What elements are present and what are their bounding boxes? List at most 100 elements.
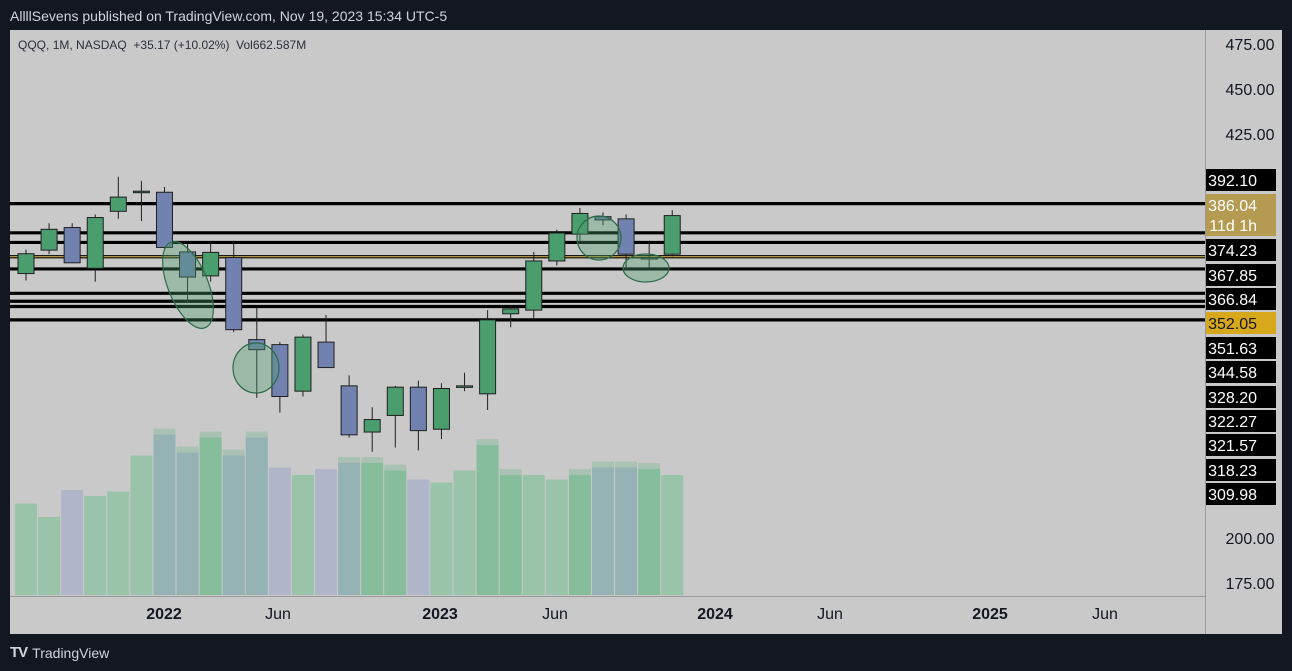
price-label-box [1206,361,1276,383]
candle[interactable] [479,319,497,395]
candle[interactable] [502,308,520,315]
candle[interactable] [63,227,81,264]
symbol-name[interactable]: QQQ [18,38,47,52]
price-label-box [1206,264,1276,286]
price-label: 344.58 [1208,365,1257,382]
volume-bar [291,475,314,595]
time-axis[interactable]: 2022 Jun 2023 Jun 2024 Jun 2025 Jun [146,606,1118,623]
price-label-box [1206,483,1276,505]
volume-highlight [615,461,638,595]
volume-bar [130,455,153,595]
candle[interactable] [202,251,220,277]
candle[interactable] [363,419,381,433]
candle[interactable] [432,388,450,430]
top-bar: AllllSevens published on TradingView.com… [0,0,1292,30]
candle[interactable] [525,260,543,311]
volume-highlight [199,431,222,595]
time-tick-label: Jun [817,606,843,623]
candles-layer [17,176,681,452]
annotation-ellipse[interactable] [232,342,280,394]
annotation-ellipse[interactable] [152,235,224,335]
price-tick-label: 175.00 [1226,576,1275,593]
annotation-ellipse[interactable] [576,215,622,261]
volume-bar [592,467,614,595]
footer-bar: TV TradingView [0,634,1292,671]
volume-highlight [176,446,199,595]
candle[interactable] [132,190,150,194]
price-label: 309.98 [1208,487,1257,504]
annotations-layer [152,215,670,394]
time-tick-label: Jun [1092,606,1118,623]
volume-highlight [499,469,522,595]
chart-frame[interactable]: 475.00 450.00 425.00 200.00 175.00 392.10 386.… [10,30,1282,634]
candle[interactable] [225,257,243,331]
price-label-box [1206,459,1276,481]
interval-label[interactable]: 1M [52,38,70,52]
price-label: 392.10 [1208,173,1257,190]
price-label-box [1206,214,1276,236]
volume-highlight [384,464,407,595]
time-tick-label: Jun [542,606,568,623]
volume-highlight [638,463,661,595]
volume-bar [338,463,361,595]
price-tick-label: 425.00 [1226,127,1275,144]
candle[interactable] [663,215,681,255]
candle[interactable] [40,228,58,251]
candle[interactable] [179,251,197,278]
price-tick-label: 200.00 [1226,531,1275,548]
volume-bar [661,475,684,595]
price-label: 11d 1h [1209,218,1257,235]
candlestick-chart[interactable]: 475.00 450.00 425.00 200.00 175.00 392.10 386.… [10,30,1282,634]
volume-bar [176,452,199,595]
candle[interactable] [386,386,404,416]
price-label: 367.85 [1208,268,1257,285]
volume-readout: Vol662.587M [236,38,307,52]
candle[interactable] [317,341,335,369]
candle[interactable] [109,196,127,212]
candle[interactable] [409,386,427,432]
tradingview-logo-text: TradingView [32,644,110,661]
volume-bar [15,503,37,595]
symbol-info: QQQ, 1M, NASDAQ +35.17 (+10.02%) Vol662.… [18,38,307,52]
candle[interactable] [155,191,173,248]
volume-highlight [153,428,176,595]
volume-highlight [476,439,499,595]
publish-info: AllllSevens published on TradingView.com… [10,8,448,24]
candle[interactable] [640,257,658,260]
price-tick-label: 450.00 [1226,82,1275,99]
volume-bar [107,491,130,595]
price-label: 351.63 [1208,341,1257,358]
candle[interactable] [294,336,312,392]
volume-bar [268,467,291,595]
candle[interactable] [548,232,566,262]
volume-highlight [222,449,245,595]
candle[interactable] [340,385,358,436]
price-label: 386.04 [1208,198,1257,215]
candle[interactable] [571,212,589,235]
candle[interactable] [271,344,289,397]
volume-bar [315,469,338,595]
volume-bar [407,479,430,595]
volume-bar [61,490,84,595]
time-tick-label: 2024 [697,606,733,623]
tradingview-logo[interactable]: TV TradingView [10,644,109,661]
volume-bar [522,475,545,595]
volume-highlight [338,457,361,595]
price-label: 374.23 [1208,243,1257,260]
price-label: 366.84 [1208,292,1257,309]
candle[interactable] [86,217,104,269]
volume-bar [568,475,591,595]
volume-bar [245,437,268,595]
price-tick-label: 475.00 [1226,37,1275,54]
candle[interactable] [456,385,474,388]
price-label: 352.05 [1208,316,1257,333]
volume-highlight [568,469,591,595]
price-label-box [1206,410,1276,432]
candle[interactable] [17,253,35,275]
annotation-ellipse[interactable] [622,253,670,283]
price-axis[interactable]: 475.00 450.00 425.00 200.00 175.00 392.10 386.… [1206,37,1276,593]
candle[interactable] [617,218,635,255]
volume-highlight [245,431,268,595]
time-tick-label: 2025 [972,606,1008,623]
price-label-box [1206,337,1276,359]
